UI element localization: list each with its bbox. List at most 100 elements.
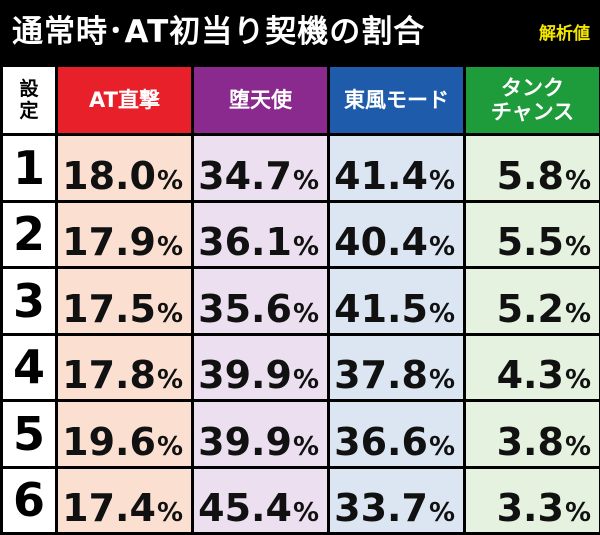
title-bar: 通常時･AT初当り契機の割合 解析値 bbox=[0, 0, 600, 62]
value-number: 34.7 bbox=[198, 153, 292, 198]
value-number: 41.5 bbox=[334, 286, 428, 331]
table-row: 3 17.5% 35.6% 41.5% 5.2% bbox=[3, 269, 599, 333]
ratio-table: 設 定 AT直撃 堕天使 東風モード タンク チャンス 1 18.0% 34.7% 41… bbox=[0, 64, 600, 535]
value-cell: 4.3% bbox=[466, 335, 599, 399]
page-title: 通常時･AT初当り契機の割合 bbox=[12, 14, 426, 50]
value-cell: 41.4% bbox=[330, 136, 463, 200]
value-cell: 33.7% bbox=[330, 468, 463, 532]
setting-label: 3 bbox=[3, 269, 55, 333]
value-cell: 5.2% bbox=[466, 269, 599, 333]
column-header-label: タンク bbox=[501, 76, 564, 100]
value-cell: 18.0% bbox=[58, 136, 191, 200]
percent-sign: % bbox=[564, 498, 591, 528]
value-number: 17.8 bbox=[62, 353, 156, 397]
value-number: 39.9 bbox=[198, 353, 292, 397]
table-body: 1 18.0% 34.7% 41.4% 5.8% 2 17.9% 36.1% 40.4% 5.5%… bbox=[3, 136, 599, 532]
setting-header: 設 定 bbox=[3, 67, 55, 133]
setting-header-line-2: 定 bbox=[19, 100, 39, 122]
value-number: 17.4 bbox=[62, 486, 156, 530]
percent-sign: % bbox=[428, 431, 455, 462]
value-number: 41.4 bbox=[334, 153, 428, 198]
table-row: 1 18.0% 34.7% 41.4% 5.8% bbox=[3, 136, 599, 200]
percent-sign: % bbox=[564, 232, 591, 262]
value-cell: 36.6% bbox=[330, 402, 463, 466]
value-cell: 5.5% bbox=[466, 202, 599, 266]
setting-label: 1 bbox=[3, 136, 55, 200]
percent-sign: % bbox=[156, 498, 183, 528]
column-header-east-wind-mode: 東風モード bbox=[330, 67, 463, 133]
value-number: 5.5 bbox=[496, 220, 564, 264]
table-row: 5 19.6% 39.9% 36.6% 3.8% bbox=[3, 402, 599, 466]
value-number: 3.3 bbox=[496, 486, 564, 530]
value-number: 17.5 bbox=[62, 286, 156, 331]
setting-label: 5 bbox=[3, 402, 55, 466]
percent-sign: % bbox=[428, 232, 455, 262]
value-number: 33.7 bbox=[334, 486, 428, 530]
table-row: 4 17.8% 39.9% 37.8% 4.3% bbox=[3, 335, 599, 399]
percent-sign: % bbox=[156, 165, 183, 196]
value-number: 36.6 bbox=[334, 419, 428, 464]
percent-sign: % bbox=[156, 232, 183, 262]
setting-label: 2 bbox=[3, 202, 55, 266]
value-number: 40.4 bbox=[334, 220, 428, 264]
value-number: 35.6 bbox=[198, 286, 292, 331]
percent-sign: % bbox=[156, 365, 183, 395]
value-number: 39.9 bbox=[198, 419, 292, 464]
value-cell: 17.9% bbox=[58, 202, 191, 266]
percent-sign: % bbox=[292, 365, 319, 395]
value-number: 4.3 bbox=[496, 353, 564, 397]
column-header-at-direct: AT直撃 bbox=[58, 67, 191, 133]
value-number: 17.9 bbox=[62, 220, 156, 264]
value-number: 19.6 bbox=[62, 419, 156, 464]
value-cell: 19.6% bbox=[58, 402, 191, 466]
setting-header-line-1: 設 bbox=[19, 78, 39, 100]
percent-sign: % bbox=[564, 365, 591, 395]
setting-label: 4 bbox=[3, 335, 55, 399]
percent-sign: % bbox=[564, 298, 591, 329]
table-row: 2 17.9% 36.1% 40.4% 5.5% bbox=[3, 202, 599, 266]
percent-sign: % bbox=[292, 498, 319, 528]
value-cell: 17.8% bbox=[58, 335, 191, 399]
value-cell: 5.8% bbox=[466, 136, 599, 200]
percent-sign: % bbox=[292, 431, 319, 462]
column-header-label: チャンス bbox=[490, 100, 575, 124]
percent-sign: % bbox=[292, 232, 319, 262]
analysis-badge: 解析値 bbox=[539, 24, 590, 44]
value-cell: 36.1% bbox=[194, 202, 327, 266]
percent-sign: % bbox=[292, 298, 319, 329]
value-cell: 17.4% bbox=[58, 468, 191, 532]
value-number: 37.8 bbox=[334, 353, 428, 397]
value-cell: 3.8% bbox=[466, 402, 599, 466]
percent-sign: % bbox=[292, 165, 319, 196]
value-number: 18.0 bbox=[62, 153, 156, 198]
value-cell: 39.9% bbox=[194, 402, 327, 466]
value-number: 5.8 bbox=[496, 153, 564, 198]
value-cell: 45.4% bbox=[194, 468, 327, 532]
header-row: 設 定 AT直撃 堕天使 東風モード タンク チャンス bbox=[3, 67, 599, 133]
percent-sign: % bbox=[564, 431, 591, 462]
column-header-label: 東風モード bbox=[344, 88, 449, 112]
value-cell: 41.5% bbox=[330, 269, 463, 333]
percent-sign: % bbox=[428, 498, 455, 528]
value-cell: 17.5% bbox=[58, 269, 191, 333]
column-header-label: 堕天使 bbox=[229, 88, 292, 112]
value-cell: 3.3% bbox=[466, 468, 599, 532]
value-number: 36.1 bbox=[198, 220, 292, 264]
percent-sign: % bbox=[564, 165, 591, 196]
value-cell: 35.6% bbox=[194, 269, 327, 333]
percent-sign: % bbox=[156, 298, 183, 329]
value-cell: 39.9% bbox=[194, 335, 327, 399]
value-number: 3.8 bbox=[496, 419, 564, 464]
percent-sign: % bbox=[428, 165, 455, 196]
value-number: 5.2 bbox=[496, 286, 564, 331]
value-number: 45.4 bbox=[198, 486, 292, 530]
value-cell: 37.8% bbox=[330, 335, 463, 399]
column-header-fallen-angel: 堕天使 bbox=[194, 67, 327, 133]
percent-sign: % bbox=[428, 298, 455, 329]
column-header-label: AT直撃 bbox=[89, 88, 160, 112]
setting-label: 6 bbox=[3, 468, 55, 532]
value-cell: 34.7% bbox=[194, 136, 327, 200]
percent-sign: % bbox=[156, 431, 183, 462]
table-row: 6 17.4% 45.4% 33.7% 3.3% bbox=[3, 468, 599, 532]
